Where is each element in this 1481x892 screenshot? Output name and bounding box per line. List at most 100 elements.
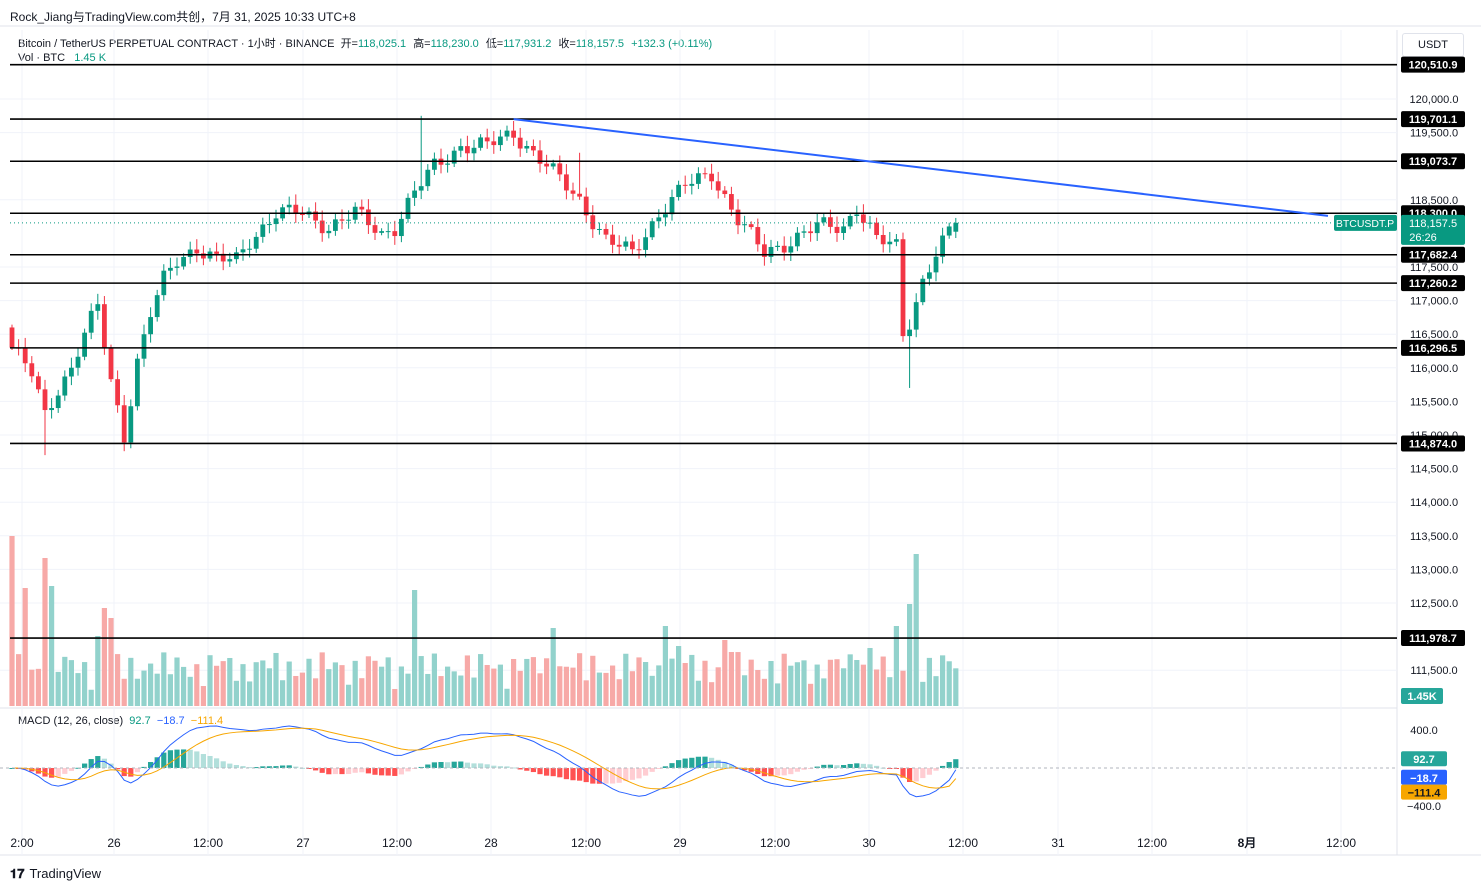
- macd-histogram-bar: [332, 768, 338, 775]
- macd-signal-tag: [1401, 784, 1447, 800]
- macd-histogram-bar: [49, 768, 55, 778]
- candle-body: [524, 146, 530, 149]
- macd-histogram-bar: [115, 768, 121, 770]
- volume-bar: [577, 653, 583, 706]
- candle-body: [346, 219, 351, 221]
- volume-bar: [834, 659, 840, 706]
- candle-body: [174, 266, 180, 268]
- volume-bar: [161, 652, 167, 706]
- volume-bar: [95, 636, 101, 706]
- volume-bar: [728, 652, 734, 706]
- volume-bar: [511, 658, 517, 706]
- candle-body: [920, 278, 926, 303]
- price-axis-tick: 114,000.0: [1410, 497, 1458, 509]
- candle-body: [82, 332, 87, 357]
- candle-body: [682, 184, 688, 186]
- volume-bar: [431, 653, 437, 706]
- volume-bar: [603, 672, 609, 706]
- candle-body: [366, 209, 371, 226]
- candle-body: [570, 190, 576, 194]
- time-axis-tick: 27: [296, 836, 310, 850]
- candle-body: [768, 246, 774, 257]
- volume-bar: [425, 673, 431, 706]
- macd-histogram-bar: [827, 764, 833, 768]
- macd-histogram-bar: [742, 768, 748, 771]
- macd-histogram-bar: [656, 768, 662, 769]
- candle-body: [808, 231, 813, 234]
- candle-body: [148, 317, 153, 335]
- time-axis-tick: 31: [1051, 836, 1065, 850]
- volume-bar: [841, 668, 847, 706]
- currency-selector[interactable]: USDT: [1402, 33, 1464, 57]
- macd-histogram-bar: [768, 768, 774, 777]
- volume-bar: [418, 656, 424, 706]
- volume-bar: [134, 678, 140, 706]
- macd-histogram-bar: [464, 762, 470, 768]
- volume-bar: [478, 654, 484, 706]
- candle-body: [702, 173, 708, 175]
- macd-histogram-bar: [794, 768, 800, 772]
- candle-body: [649, 221, 655, 238]
- candle-body: [715, 181, 721, 191]
- candle-body: [372, 225, 378, 233]
- volume-bar: [491, 668, 497, 706]
- macd-histogram-bar: [425, 764, 431, 768]
- candle-body: [597, 228, 602, 230]
- candle-body: [62, 376, 68, 396]
- candle-body: [108, 347, 114, 380]
- candle-body: [121, 405, 127, 443]
- macd-histogram-bar: [682, 758, 688, 768]
- macd-histogram-bar: [636, 768, 642, 779]
- level-price-tag: [1401, 275, 1465, 292]
- candle-body: [293, 204, 299, 215]
- macd-histogram-bar: [451, 761, 457, 768]
- macd-hist-tag-label: 92.7: [1413, 754, 1434, 766]
- macd-histogram-bar: [207, 755, 213, 768]
- macd-histogram-bar: [616, 768, 622, 783]
- volume-bar: [814, 664, 820, 706]
- candle-body: [135, 358, 140, 407]
- volume-bar: [29, 669, 35, 706]
- volume-bar: [775, 683, 781, 706]
- volume-bar: [214, 665, 220, 706]
- candle-body: [795, 232, 800, 247]
- macd-histogram-bar: [128, 768, 134, 777]
- macd-histogram-bar: [841, 764, 847, 768]
- volume-bar: [385, 657, 391, 706]
- macd-histogram-bar: [431, 762, 437, 768]
- candle-body: [29, 363, 35, 377]
- candle-body: [762, 244, 767, 257]
- macd-histogram-bar: [273, 766, 279, 768]
- volume-bar: [280, 680, 286, 706]
- macd-histogram-bar: [662, 766, 668, 768]
- macd-histogram-bar: [590, 768, 596, 784]
- volume-bar: [709, 682, 715, 706]
- candle-body: [577, 193, 582, 197]
- time-axis-tick: 12:00: [760, 836, 790, 850]
- volume-bar: [233, 680, 239, 706]
- trend-line[interactable]: [513, 118, 1329, 217]
- candle-body: [801, 231, 807, 233]
- candle-body: [630, 241, 635, 250]
- candle-body: [940, 235, 945, 257]
- macd-histogram-bar: [445, 762, 451, 768]
- volume-bar: [788, 665, 794, 706]
- candle-body: [913, 302, 919, 330]
- volume-bar: [88, 689, 94, 706]
- candle-body: [141, 334, 147, 359]
- volume-bar: [920, 681, 926, 706]
- volume-bar: [933, 676, 939, 706]
- macd-histogram-bar: [352, 768, 358, 773]
- candle-body: [847, 215, 853, 227]
- macd-line-tag: [1401, 769, 1447, 785]
- tradingview-logo[interactable]: 𝟏𝟕 TradingView: [10, 866, 101, 882]
- volume-bar: [42, 558, 48, 706]
- level-price-label: 114,874.0: [1409, 438, 1457, 450]
- candle-body: [814, 222, 820, 234]
- candle-body: [42, 389, 48, 411]
- candle-body: [22, 348, 28, 364]
- macd-signal-line: [11, 727, 957, 790]
- candle-body: [412, 190, 417, 198]
- tradingview-logo-icon: 𝟏𝟕: [10, 866, 25, 881]
